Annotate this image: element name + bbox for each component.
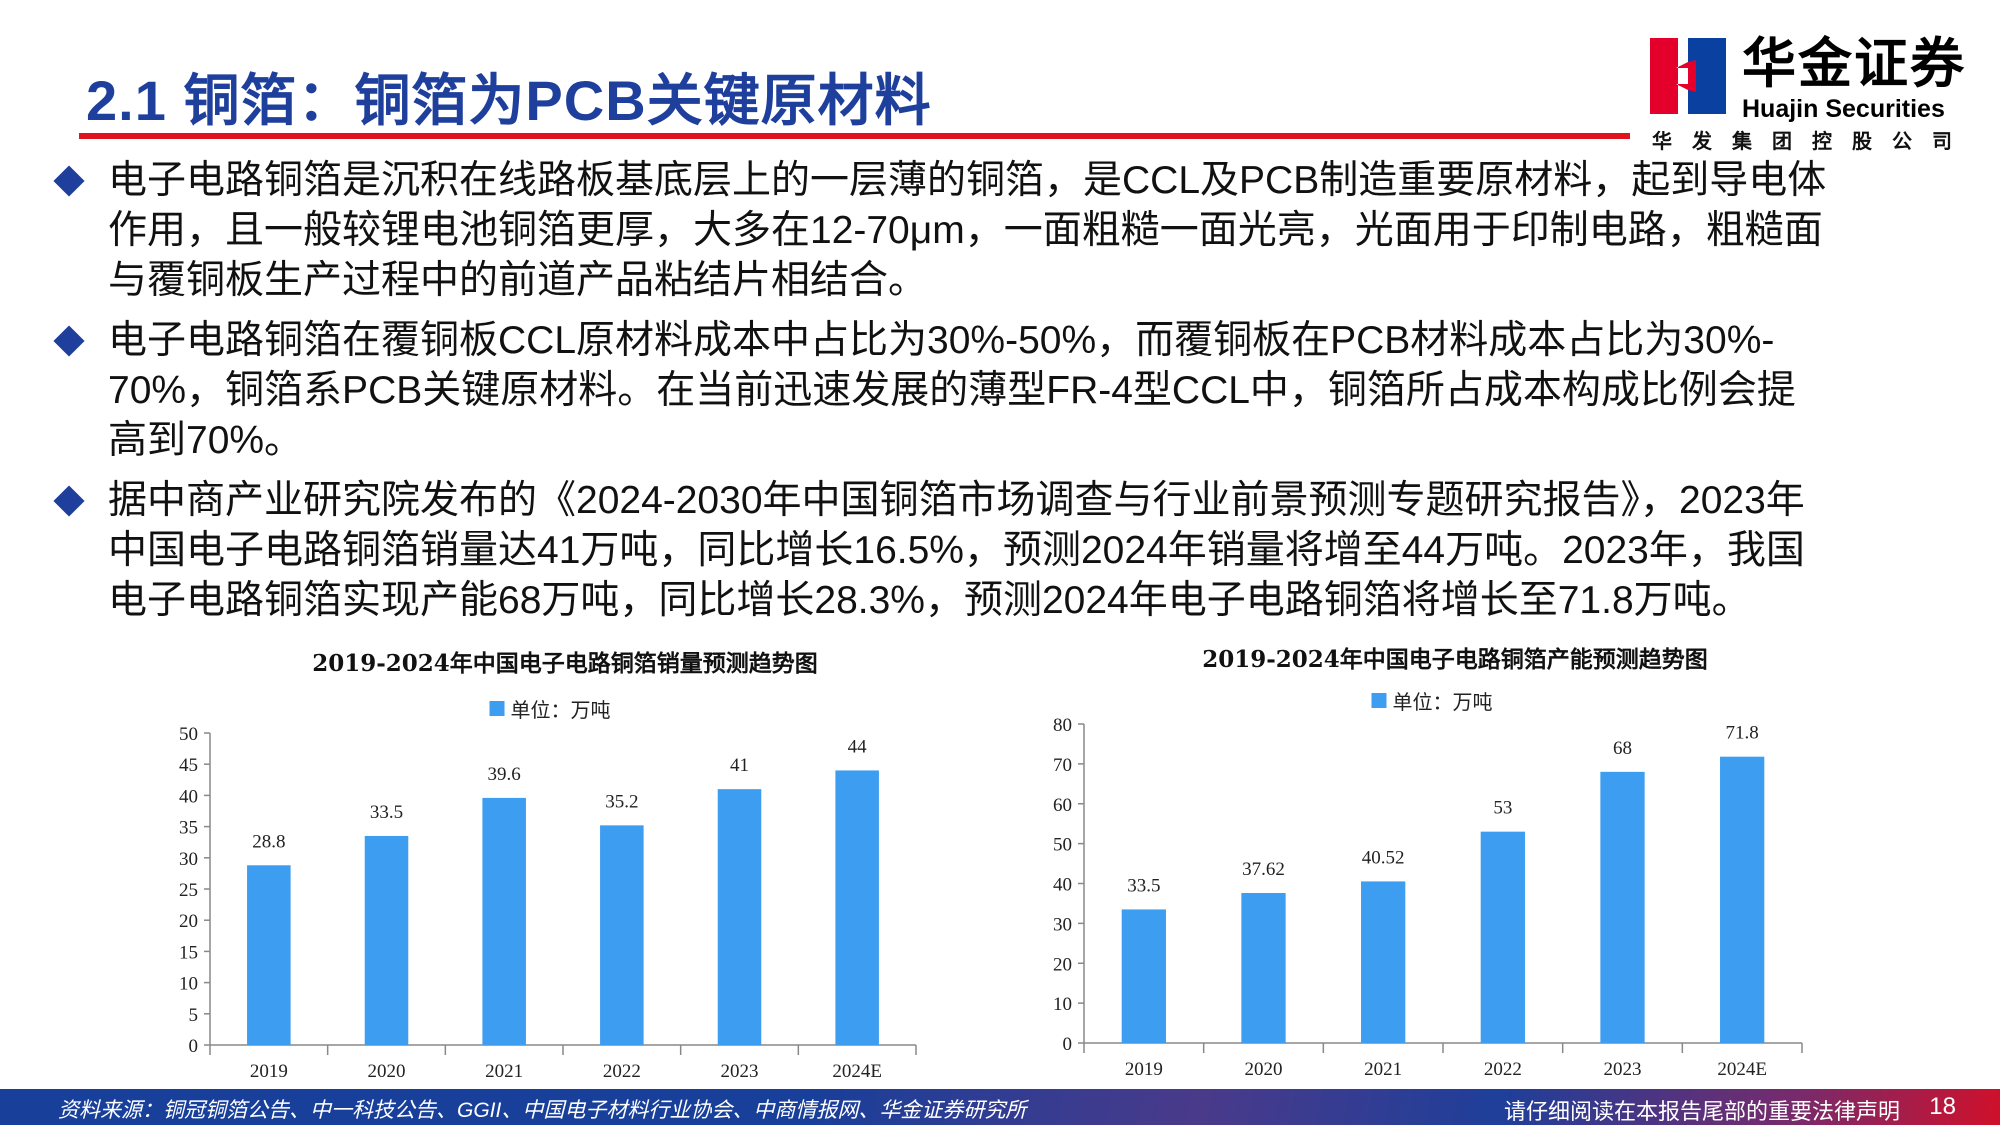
bullet-list: 电子电路铜箔是沉积在线路板基底层上的一层薄的铜箔，是CCL及PCB制造重要原材料…: [52, 156, 1952, 636]
bullet-text-line: 电子电路铜箔实现产能68万吨，同比增长28.3%，预测2024年电子电路铜箔将增…: [108, 579, 1751, 622]
page-title: 2.1 铜箔：铜箔为PCB关键原材料: [86, 69, 932, 132]
logo-english-name: Huajin Securities: [1742, 95, 1945, 123]
bar-2022: [600, 825, 644, 1045]
y-tick-label: 20: [1053, 954, 1072, 975]
y-tick-label: 10: [179, 974, 198, 995]
chart-legend-capacity: 单位：万吨: [1371, 686, 1493, 715]
y-tick-label: 70: [1053, 755, 1072, 776]
legend-label: 单位：万吨: [510, 700, 611, 722]
data-label: 40.52: [1362, 847, 1405, 868]
y-tick-label: 60: [1053, 795, 1072, 816]
data-label: 41: [730, 755, 749, 776]
bar-2023: [1600, 771, 1645, 1043]
y-tick-label: 15: [179, 942, 198, 963]
x-tick-label: 2021: [1364, 1059, 1402, 1080]
y-tick-label: 10: [1053, 994, 1072, 1015]
y-tick-label: 25: [179, 880, 198, 901]
bullet-text-line: 中国电子电路铜箔销量达41万吨，同比增长16.5%，预测2024年销量将增至44…: [108, 529, 1805, 572]
x-tick-label: 2019: [250, 1061, 288, 1082]
data-label: 28.8: [252, 831, 285, 852]
y-tick-label: 50: [179, 724, 198, 745]
y-tick-label: 20: [179, 911, 198, 932]
x-tick-label: 2023: [1604, 1059, 1642, 1080]
legend-label: 单位：万吨: [1392, 692, 1493, 714]
y-tick-label: 0: [1063, 1034, 1073, 1055]
bullet-item: 电子电路铜箔在覆铜板CCL原材料成本中占比为30%-50%，而覆铜板在PCB材料…: [52, 316, 1952, 466]
bullet-item: 据中商产业研究院发布的《2024-2030年中国铜箔市场调查与行业前景预测专题研…: [52, 476, 1952, 626]
bullet-text-line: 据中商产业研究院发布的《2024-2030年中国铜箔市场调查与行业前景预测专题研…: [108, 479, 1805, 522]
x-tick-label: 2019: [1125, 1059, 1163, 1080]
logo-chinese-name: 华金证券: [1742, 34, 1966, 94]
data-label: 33.5: [1127, 875, 1160, 896]
y-tick-label: 50: [1053, 835, 1072, 856]
bar-2020: [364, 835, 409, 1045]
title-divider: [79, 133, 1630, 139]
bullet-item: 电子电路铜箔是沉积在线路板基底层上的一层薄的铜箔，是CCL及PCB制造重要原材料…: [52, 156, 1952, 306]
bar-2019: [247, 865, 291, 1045]
x-tick-label: 2022: [1484, 1059, 1522, 1080]
footer-bar: 资料来源：铜冠铜箔公告、中一科技公告、GGII、中国电子材料行业协会、中商情报网…: [0, 1089, 2000, 1125]
bullet-text-line: 电子电路铜箔在覆铜板CCL原材料成本中占比为30%-50%，而覆铜板在PCB材料…: [108, 319, 1775, 362]
y-tick-label: 5: [189, 1005, 199, 1026]
x-tick-label: 2020: [1245, 1059, 1283, 1080]
bar-2022: [1480, 831, 1525, 1043]
bar-2019: [1121, 909, 1166, 1043]
bar-2024E: [1720, 756, 1765, 1043]
chart-legend-sales: 单位：万吨: [489, 694, 611, 723]
chart-title-capacity: 2019-2024年中国电子电路铜箔产能预测趋势图: [1202, 646, 1708, 673]
bullet-text-line: 电子电路铜箔是沉积在线路板基底层上的一层薄的铜箔，是CCL及PCB制造重要原材料…: [108, 159, 1827, 202]
chart-title-sales: 2019-2024年中国电子电路铜箔销量预测趋势图: [312, 650, 818, 677]
data-label: 68: [1613, 738, 1632, 759]
bar-2023: [717, 789, 762, 1045]
data-label: 53: [1493, 798, 1512, 819]
bar-2021: [482, 797, 526, 1045]
data-label: 37.62: [1242, 859, 1285, 880]
y-tick-label: 30: [1053, 914, 1072, 935]
bar-2024E: [835, 770, 879, 1045]
x-tick-label: 2022: [603, 1061, 641, 1082]
data-label: 44: [848, 736, 868, 757]
x-tick-label: 2024E: [1717, 1059, 1767, 1080]
data-label: 71.8: [1726, 723, 1759, 744]
y-tick-label: 45: [179, 755, 198, 776]
company-logo: 华金证券 Huajin Securities: [1650, 34, 1970, 158]
y-tick-label: 35: [179, 818, 198, 839]
page-number: 18: [1929, 1093, 1956, 1120]
huajin-logo-icon: [1650, 38, 1726, 114]
y-tick-label: 40: [1053, 875, 1072, 896]
x-tick-label: 2020: [368, 1061, 406, 1082]
data-label: 39.6: [488, 764, 521, 785]
legend-swatch: [1371, 693, 1387, 708]
y-tick-label: 40: [179, 786, 198, 807]
x-tick-label: 2024E: [832, 1061, 882, 1082]
bar-2020: [1241, 892, 1286, 1043]
bullet-text-line: 作用，且一般较锂电池铜箔更厚，大多在12-70μm，一面粗糙一面光亮，光面用于印…: [108, 209, 1823, 252]
y-tick-label: 0: [189, 1036, 199, 1057]
bullet-text-line: 高到70%。: [108, 419, 304, 462]
footer-disclaimer: 请仔细阅读在本报告尾部的重要法律声明: [1503, 1099, 1900, 1124]
data-label: 33.5: [370, 802, 403, 823]
x-tick-label: 2023: [721, 1061, 759, 1082]
footer-source: 资料来源：铜冠铜箔公告、中一科技公告、GGII、中国电子材料行业协会、中商情报网…: [58, 1099, 1027, 1122]
bullet-text-line: 与覆铜板生产过程中的前道产品粘结片相结合。: [108, 259, 928, 302]
bar-2021: [1361, 881, 1406, 1043]
data-label: 35.2: [605, 791, 638, 812]
y-tick-label: 30: [179, 849, 198, 870]
legend-swatch: [489, 701, 505, 716]
y-tick-label: 80: [1053, 715, 1072, 736]
x-tick-label: 2021: [485, 1061, 523, 1082]
logo-subtitle: 华发集团控股公司: [1652, 131, 1972, 153]
bullet-text-line: 70%，铜箔系PCB关键原材料。在当前迅速发展的薄型FR-4型CCL中，铜箔所占…: [108, 369, 1796, 412]
